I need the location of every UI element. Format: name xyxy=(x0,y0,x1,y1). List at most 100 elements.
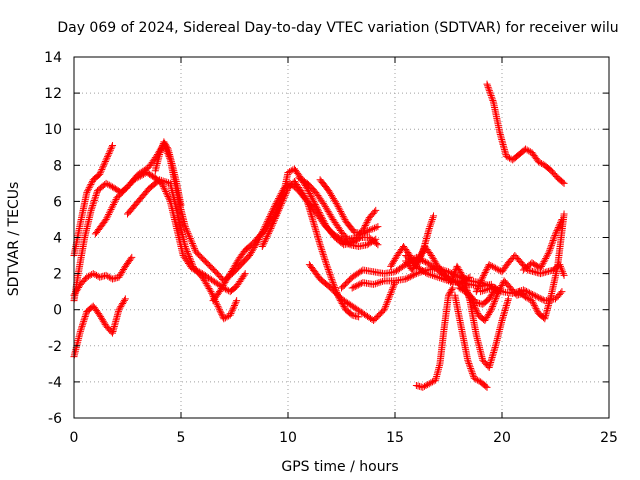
data-point xyxy=(504,153,512,161)
data-point xyxy=(550,233,558,241)
data-point xyxy=(423,270,431,278)
data-point xyxy=(329,279,337,287)
x-tick-label: 5 xyxy=(177,430,186,446)
data-point xyxy=(330,280,338,288)
data-point xyxy=(447,277,455,285)
x-axis-title: GPS time / hours xyxy=(281,459,398,475)
data-point xyxy=(427,271,435,279)
data-point xyxy=(488,262,496,270)
data-point xyxy=(101,159,109,167)
data-point xyxy=(547,241,555,249)
y-axis-title: SDTVAR / TECUs xyxy=(6,182,22,297)
data-point xyxy=(147,171,155,179)
data-point xyxy=(278,198,286,206)
data-point xyxy=(157,145,165,153)
data-point xyxy=(98,166,106,174)
data-point xyxy=(229,305,237,313)
data-point xyxy=(109,183,117,191)
data-point xyxy=(415,255,423,263)
data-point xyxy=(305,188,313,196)
data-point xyxy=(537,264,545,272)
data-point xyxy=(466,363,474,371)
data-point xyxy=(106,148,114,156)
data-point xyxy=(160,138,168,146)
data-point xyxy=(157,147,165,155)
data-point xyxy=(82,311,90,319)
data-point xyxy=(183,228,191,236)
series-s18 xyxy=(412,284,457,391)
data-point xyxy=(332,199,340,207)
data-point xyxy=(107,182,115,190)
data-point xyxy=(264,231,272,239)
data-point xyxy=(543,253,551,261)
data-point xyxy=(220,315,228,323)
data-point xyxy=(127,255,135,263)
data-point xyxy=(487,261,495,269)
data-point xyxy=(470,301,478,309)
data-point xyxy=(386,290,394,298)
data-point xyxy=(536,294,544,302)
data-point xyxy=(484,285,492,293)
data-point xyxy=(100,161,108,169)
data-point xyxy=(529,290,537,298)
data-point xyxy=(477,278,485,286)
data-point xyxy=(188,240,196,248)
data-point xyxy=(97,167,105,175)
data-point xyxy=(104,212,112,220)
data-point xyxy=(527,290,535,298)
data-point xyxy=(362,220,370,228)
data-point xyxy=(374,241,382,249)
data-point xyxy=(559,178,567,186)
data-point xyxy=(491,296,499,304)
data-point xyxy=(260,239,268,247)
data-point xyxy=(467,364,475,372)
data-point xyxy=(99,164,107,172)
data-point xyxy=(88,179,96,187)
data-point xyxy=(447,279,455,287)
data-point xyxy=(491,298,499,306)
data-point xyxy=(270,216,278,224)
data-point xyxy=(468,369,476,377)
data-point xyxy=(549,238,557,246)
data-point xyxy=(427,379,435,387)
data-point xyxy=(184,249,192,257)
data-point xyxy=(480,286,488,294)
data-point xyxy=(319,251,327,259)
series-s10 xyxy=(295,174,380,243)
data-point xyxy=(510,289,518,297)
data-point xyxy=(450,269,458,277)
data-point xyxy=(215,304,223,312)
data-point xyxy=(459,272,467,280)
data-point xyxy=(422,258,430,266)
data-point xyxy=(428,271,436,279)
data-point xyxy=(327,274,335,282)
data-point xyxy=(159,177,167,185)
data-point xyxy=(208,289,216,297)
data-point xyxy=(266,226,274,234)
data-point xyxy=(543,251,551,259)
data-point xyxy=(268,223,276,231)
data-point xyxy=(107,145,115,153)
data-point xyxy=(557,289,565,297)
data-point xyxy=(156,149,164,157)
data-point xyxy=(467,295,475,303)
data-point xyxy=(479,273,487,281)
data-point xyxy=(86,182,94,190)
data-point xyxy=(185,253,193,261)
data-point xyxy=(470,374,478,382)
data-point xyxy=(241,270,249,278)
data-point xyxy=(493,265,501,273)
data-point xyxy=(161,186,169,194)
y-tick-label: 10 xyxy=(44,122,62,138)
data-point xyxy=(162,142,170,150)
data-point xyxy=(428,217,436,225)
data-point xyxy=(280,193,288,201)
data-point xyxy=(185,251,193,259)
data-point xyxy=(340,214,348,222)
data-point xyxy=(526,289,534,297)
data-point xyxy=(186,234,194,242)
data-point xyxy=(364,217,372,225)
data-point xyxy=(355,313,363,321)
data-point xyxy=(489,285,497,293)
data-point xyxy=(560,210,568,218)
